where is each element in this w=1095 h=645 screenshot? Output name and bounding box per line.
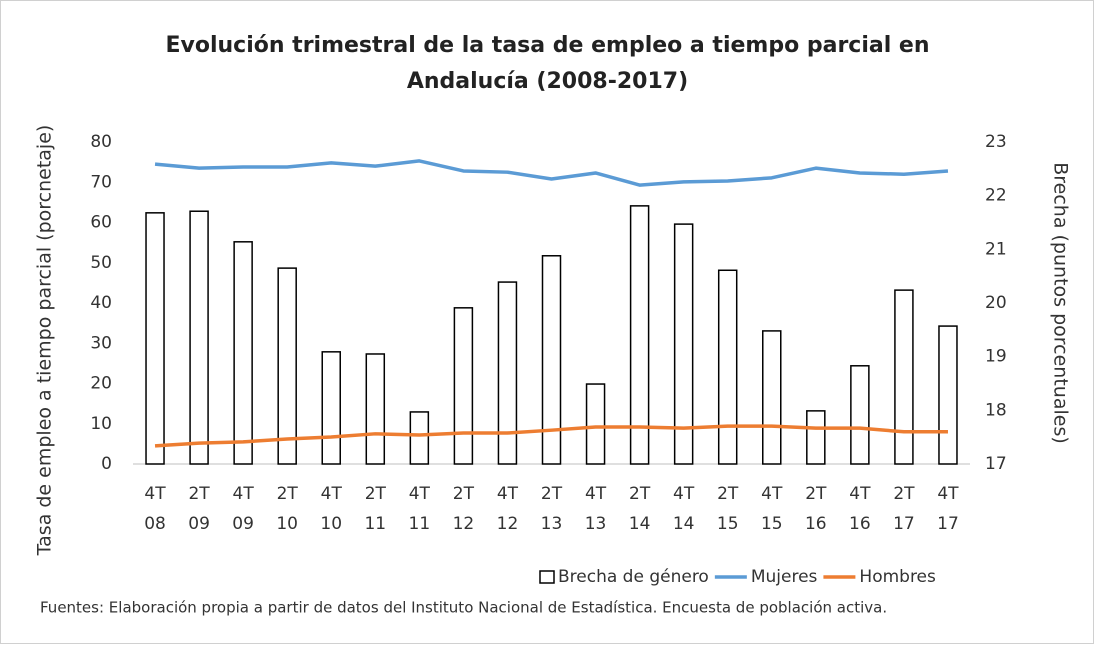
bar <box>673 223 694 465</box>
x-tick-label: 4T <box>144 484 166 504</box>
y-tick-label: 60 <box>90 213 112 233</box>
bar <box>938 325 958 465</box>
bar <box>850 365 870 465</box>
x-tick-label: 4T <box>761 484 783 504</box>
bar <box>806 410 826 465</box>
y-tick-label: 50 <box>90 253 112 273</box>
x-tick-label: 17 <box>937 514 959 534</box>
line <box>154 159 949 187</box>
y-tick-label: 30 <box>90 333 112 353</box>
x-tick-label: 11 <box>409 514 431 534</box>
y-tick-label: 80 <box>90 132 112 152</box>
x-tick-label: 14 <box>629 514 651 534</box>
y2-tick-label: 22 <box>985 186 1007 206</box>
y2-tick-label: 19 <box>985 347 1007 367</box>
y-tick-label: 20 <box>90 374 112 394</box>
x-tick-label: 14 <box>673 514 695 534</box>
y2-tick-label: 18 <box>985 400 1007 420</box>
bar <box>409 411 430 465</box>
x-tick-label: 09 <box>232 514 254 534</box>
x-tick-label: 12 <box>497 514 519 534</box>
x-tick-label: 2T <box>188 484 210 504</box>
x-tick-label: 15 <box>717 514 739 534</box>
chart-title-text: Evolución trimestral de la tasa de emple… <box>165 33 930 94</box>
x-tick-label: 2T <box>629 484 651 504</box>
x-tick-label: 4T <box>233 484 255 504</box>
y-tick-label: 70 <box>90 172 112 192</box>
legend-label: Mujeres <box>751 567 818 587</box>
x-tick-label: 2T <box>717 484 739 504</box>
x-tick-label: 13 <box>541 514 563 534</box>
bar <box>717 269 738 465</box>
x-tick-label: 2T <box>453 484 475 504</box>
y2-tick-label: 23 <box>985 132 1007 152</box>
y2-tick-label: 17 <box>985 454 1007 474</box>
chart-title: Evolución trimestral de la tasa de emple… <box>0 28 1095 100</box>
y-axis-label: Tasa de empleo a tiempo parcial (porcnet… <box>34 125 56 557</box>
x-tick-label: 4T <box>673 484 695 504</box>
x-tick-label: 08 <box>144 514 166 534</box>
x-tick-label: 2T <box>365 484 387 504</box>
bar <box>497 281 518 465</box>
bar <box>277 267 297 465</box>
bar <box>585 383 606 465</box>
x-tick-label: 16 <box>805 514 827 534</box>
x-tick-label: 4T <box>497 484 519 504</box>
x-tick-label: 13 <box>585 514 607 534</box>
x-tick-label: 15 <box>761 514 783 534</box>
x-tick-label: 4T <box>321 484 343 504</box>
x-tick-label: 09 <box>188 514 210 534</box>
x-tick-label: 2T <box>805 484 827 504</box>
bar <box>762 330 782 465</box>
bar <box>189 210 209 465</box>
bar <box>453 307 474 465</box>
legend-swatch <box>539 570 555 584</box>
y-tick-label: 40 <box>90 293 112 313</box>
y2-tick-label: 21 <box>985 239 1007 259</box>
x-tick-label: 16 <box>849 514 871 534</box>
x-tick-label: 17 <box>893 514 915 534</box>
y2-axis-label: Brecha (puntos porcentuales) <box>1050 162 1072 444</box>
x-tick-label: 10 <box>276 514 298 534</box>
x-tick-label: 2T <box>541 484 563 504</box>
line <box>154 424 948 448</box>
legend-label: Hombres <box>859 567 936 587</box>
bar <box>541 255 562 465</box>
y2-tick-label: 20 <box>985 293 1007 313</box>
bar <box>365 353 386 465</box>
bar <box>145 212 165 465</box>
y-tick-label: 0 <box>101 454 112 474</box>
bar <box>233 241 253 465</box>
x-tick-label: 10 <box>320 514 342 534</box>
bar <box>894 289 914 465</box>
x-tick-label: 2T <box>893 484 915 504</box>
x-tick-label: 4T <box>937 484 959 504</box>
x-tick-label: 4T <box>585 484 607 504</box>
bar <box>629 205 650 465</box>
legend-label: Brecha de género <box>558 567 709 587</box>
x-tick-label: 11 <box>364 514 386 534</box>
x-tick-label: 4T <box>409 484 431 504</box>
bar <box>321 351 341 465</box>
source-note: Fuentes: Elaboración propia a partir de … <box>40 599 887 617</box>
y-tick-label: 10 <box>90 414 112 434</box>
x-tick-label: 2T <box>277 484 299 504</box>
x-tick-label: 12 <box>453 514 475 534</box>
x-tick-label: 4T <box>849 484 871 504</box>
